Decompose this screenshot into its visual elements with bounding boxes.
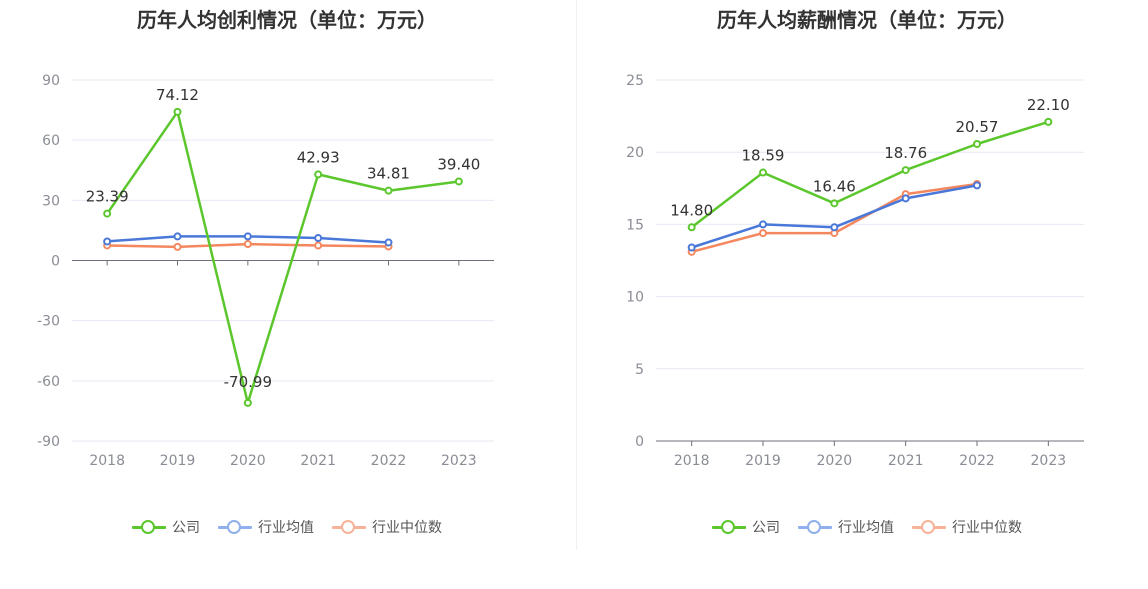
y-tick-label: -30 bbox=[37, 314, 60, 330]
y-tick-label: -90 bbox=[37, 434, 60, 450]
data-point-industry-avg bbox=[687, 243, 696, 252]
x-tick-label: 2021 bbox=[300, 453, 336, 469]
y-tick-label: 20 bbox=[626, 145, 644, 161]
data-point-company bbox=[687, 223, 696, 232]
x-tick-label: 2020 bbox=[230, 453, 266, 469]
series-line-company bbox=[106, 110, 459, 405]
legend-company-icon bbox=[712, 520, 746, 534]
y-tick-label: -60 bbox=[37, 374, 60, 390]
data-point-company bbox=[830, 199, 839, 208]
data-point-company bbox=[243, 398, 252, 407]
y-tick-label: 10 bbox=[626, 290, 644, 306]
legend-industry-median[interactable]: 行业中位数 bbox=[912, 517, 1022, 537]
data-point-industry-median bbox=[173, 242, 182, 251]
data-point-company bbox=[314, 170, 323, 179]
x-tick-label: 2023 bbox=[1031, 453, 1067, 469]
legend-industry-median-icon bbox=[332, 520, 366, 534]
data-label: 20.57 bbox=[956, 118, 999, 136]
x-tick-label: 2023 bbox=[441, 453, 477, 469]
data-point-industry-median bbox=[243, 240, 252, 249]
x-tick-label: 2018 bbox=[89, 453, 125, 469]
legend-industry-median-label: 行业中位数 bbox=[372, 520, 442, 536]
legend-company[interactable]: 公司 bbox=[712, 517, 780, 537]
legend-industry-avg[interactable]: 行业均值 bbox=[218, 517, 314, 537]
data-point-company bbox=[1044, 117, 1053, 126]
legend-industry-median-label: 行业中位数 bbox=[952, 520, 1022, 536]
data-point-industry-avg bbox=[103, 237, 112, 246]
legend-industry-avg-icon bbox=[798, 520, 832, 534]
salary-chart: 25 20 15 10 5 0 2018 2019 2020 2021 2022 2023 14.80 1… bbox=[626, 73, 1084, 469]
x-tick-label: 2019 bbox=[745, 453, 781, 469]
legend-company-label: 公司 bbox=[172, 520, 200, 536]
legend-industry-median-icon bbox=[912, 520, 946, 534]
x-tick-label: 2021 bbox=[888, 453, 924, 469]
y-tick-label: 5 bbox=[635, 362, 644, 378]
y-tick-label: 60 bbox=[42, 133, 60, 149]
data-point-company bbox=[103, 209, 112, 218]
legend-industry-avg[interactable]: 行业均值 bbox=[798, 517, 894, 537]
legend-company-label: 公司 bbox=[752, 520, 780, 536]
data-label: 22.10 bbox=[1027, 96, 1070, 114]
x-tick-label: 2018 bbox=[674, 453, 710, 469]
x-tick-label: 2019 bbox=[160, 453, 196, 469]
data-point-company bbox=[901, 166, 910, 175]
x-tick-label: 2022 bbox=[371, 453, 407, 469]
panel-divider bbox=[576, 0, 577, 550]
data-label: 16.46 bbox=[813, 177, 856, 195]
legend-industry-avg-label: 行业均值 bbox=[838, 520, 894, 536]
data-label: 74.12 bbox=[156, 86, 199, 104]
salary-chart-legend: 公司 行业均值 行业中位数 bbox=[580, 517, 1148, 537]
data-point-company bbox=[759, 168, 767, 177]
y-tick-label: 30 bbox=[42, 193, 60, 209]
y-tick-label: 25 bbox=[626, 73, 644, 89]
data-point-company bbox=[454, 177, 463, 186]
profit-chart-title: 历年人均创利情况（单位：万元） bbox=[137, 8, 437, 32]
data-point-industry-avg bbox=[973, 181, 981, 190]
series-line-company bbox=[690, 120, 1049, 229]
y-tick-label: 15 bbox=[626, 217, 644, 233]
legend-industry-median[interactable]: 行业中位数 bbox=[332, 517, 442, 537]
data-label: 18.59 bbox=[742, 147, 785, 165]
data-label: -70.99 bbox=[224, 373, 272, 391]
legend-company[interactable]: 公司 bbox=[132, 517, 200, 537]
data-point-industry-avg bbox=[243, 232, 252, 241]
data-label: 18.76 bbox=[884, 144, 927, 162]
data-point-industry-avg bbox=[314, 234, 323, 243]
data-point-company bbox=[173, 107, 182, 116]
legend-company-icon bbox=[132, 520, 166, 534]
legend-industry-avg-label: 行业均值 bbox=[258, 520, 314, 536]
y-tick-label: 0 bbox=[635, 434, 644, 450]
profit-chart-legend: 公司 行业均值 行业中位数 bbox=[0, 517, 574, 537]
data-point-company bbox=[973, 139, 981, 148]
data-point-industry-median bbox=[759, 229, 767, 238]
y-tick-label: 90 bbox=[42, 73, 60, 89]
legend-industry-avg-icon bbox=[218, 520, 252, 534]
data-label: 34.81 bbox=[367, 165, 410, 183]
data-point-industry-avg bbox=[759, 220, 767, 229]
salary-chart-title: 历年人均薪酬情况（单位：万元） bbox=[717, 8, 1017, 32]
data-point-industry-avg bbox=[830, 223, 839, 232]
data-point-industry-median bbox=[314, 241, 323, 250]
data-point-industry-avg bbox=[173, 232, 182, 241]
data-label: 39.40 bbox=[437, 155, 480, 173]
data-point-industry-avg bbox=[901, 194, 910, 203]
data-label: 42.93 bbox=[297, 148, 340, 166]
data-label: 14.80 bbox=[670, 201, 713, 219]
data-point-company bbox=[384, 186, 393, 195]
data-point-industry-avg bbox=[384, 238, 393, 247]
profit-chart: 90 60 30 0 -30 -60 -90 2018 2019 2020 2021 2022 2023… bbox=[37, 73, 494, 469]
y-tick-label: 0 bbox=[51, 254, 60, 270]
salary-chart-panel: 历年人均薪酬情况（单位：万元） 25 20 15 10 5 0 2018 2019 2020 20… bbox=[580, 0, 1148, 589]
profit-chart-panel: 历年人均创利情况（单位：万元） 90 60 30 0 -30 -60 -90 2018 2019… bbox=[0, 8, 574, 537]
x-tick-label: 2022 bbox=[959, 453, 995, 469]
data-label: 23.39 bbox=[86, 188, 129, 206]
x-tick-label: 2020 bbox=[817, 453, 853, 469]
